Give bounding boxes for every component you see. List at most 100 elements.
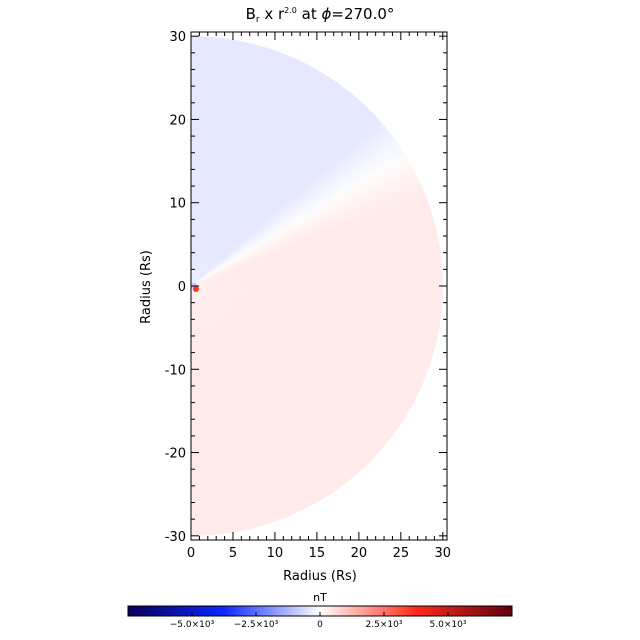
field-wedge bbox=[191, 286, 410, 415]
colorbar-title: nT bbox=[313, 591, 327, 604]
colorbar-tick-label: 2.5×10³ bbox=[366, 620, 403, 630]
field-wedge bbox=[191, 286, 318, 505]
field-wedge bbox=[191, 88, 350, 286]
x-tick-label: 5 bbox=[229, 546, 237, 561]
field-wedge bbox=[191, 286, 367, 469]
field-wedge bbox=[191, 43, 257, 286]
field-wedge bbox=[191, 76, 332, 286]
field-wedge bbox=[191, 38, 231, 287]
field-wedge bbox=[191, 286, 390, 444]
field-wedge bbox=[191, 286, 329, 498]
field-wedge bbox=[191, 286, 433, 364]
field-wedge bbox=[191, 286, 307, 511]
field-wedge bbox=[191, 152, 407, 286]
field-wedge bbox=[191, 73, 329, 286]
field-wedge bbox=[191, 286, 299, 515]
field-wedge bbox=[191, 286, 396, 437]
y-tick-label: -20 bbox=[165, 447, 186, 462]
field-wedge bbox=[191, 286, 393, 440]
colorbar-tick-label: −2.5×10³ bbox=[234, 620, 279, 630]
field-wedge bbox=[191, 94, 357, 286]
field-wedge bbox=[191, 286, 408, 419]
field-wedge bbox=[191, 286, 416, 404]
field-wedge bbox=[191, 52, 286, 287]
field-wedge bbox=[191, 286, 373, 463]
field-wedge bbox=[191, 134, 395, 286]
field-wedge bbox=[191, 45, 265, 286]
field-wedge bbox=[191, 286, 364, 472]
field-wedge bbox=[191, 286, 424, 388]
field-wedge bbox=[191, 69, 321, 286]
field-wedge bbox=[191, 286, 435, 355]
field-wedge bbox=[191, 286, 379, 457]
x-tick-label: 10 bbox=[267, 546, 284, 561]
field-wedge bbox=[191, 83, 343, 287]
field-wedge bbox=[191, 286, 322, 503]
y-axis-label: Radius (Rs) bbox=[139, 250, 154, 324]
field-wedge bbox=[191, 286, 337, 494]
x-tick-label: 30 bbox=[435, 546, 452, 561]
x-tick-label: 25 bbox=[393, 546, 410, 561]
field-wedge bbox=[191, 286, 406, 423]
field-wedge bbox=[191, 286, 376, 460]
field-wedge bbox=[191, 128, 390, 286]
field-wedge bbox=[191, 54, 290, 286]
field-wedge bbox=[191, 78, 336, 286]
y-tick-label: 0 bbox=[178, 280, 186, 295]
field-wedge bbox=[191, 164, 414, 286]
field-wedge bbox=[191, 286, 420, 396]
field-plot bbox=[191, 36, 443, 536]
field-wedge bbox=[191, 118, 382, 287]
field-wedge bbox=[191, 57, 298, 286]
field-wedge bbox=[191, 114, 379, 286]
y-tick-label: 20 bbox=[169, 113, 186, 128]
y-tick-label: 30 bbox=[169, 30, 186, 45]
field-wedge bbox=[191, 286, 388, 447]
y-tick-label: -30 bbox=[165, 530, 186, 545]
field-wedge bbox=[191, 286, 441, 326]
field-wedge bbox=[191, 286, 425, 384]
field-wedge bbox=[191, 286, 431, 368]
field-wedge bbox=[191, 286, 414, 408]
field-wedge bbox=[191, 50, 282, 287]
field-wedge bbox=[191, 286, 418, 400]
field-wedge bbox=[191, 171, 418, 286]
field-wedge bbox=[191, 286, 385, 450]
field-wedge bbox=[191, 91, 353, 286]
field-wedge bbox=[191, 131, 393, 286]
field-wedge bbox=[191, 286, 438, 343]
field-wedge bbox=[191, 179, 422, 286]
field-wedge bbox=[191, 286, 443, 308]
field-wedge bbox=[191, 286, 412, 411]
field-wedge bbox=[191, 286, 326, 501]
field-wedge bbox=[191, 36, 213, 287]
field-wedge bbox=[191, 286, 347, 486]
field-wedge bbox=[191, 286, 398, 433]
field-wedge bbox=[191, 286, 442, 313]
field-wedge bbox=[191, 55, 294, 286]
field-wedge bbox=[191, 37, 218, 286]
field-wedge bbox=[191, 36, 196, 286]
field-wedge bbox=[191, 37, 227, 286]
field-wedge bbox=[191, 286, 314, 507]
field-wedge bbox=[191, 156, 410, 286]
field-wedge bbox=[191, 286, 340, 491]
field-wedge bbox=[191, 160, 412, 286]
field-wedge bbox=[191, 48, 273, 287]
field-wedge bbox=[191, 39, 240, 287]
field-wedge bbox=[191, 124, 387, 287]
field-wedge bbox=[191, 63, 310, 286]
field-wedge bbox=[191, 99, 363, 286]
field-wedge bbox=[191, 67, 317, 286]
field-wedge bbox=[191, 36, 205, 286]
field-wedge bbox=[191, 61, 306, 286]
field-wedge bbox=[191, 111, 376, 286]
field-wedge bbox=[191, 59, 302, 287]
field-wedge bbox=[191, 36, 209, 287]
field-wedge bbox=[191, 286, 430, 372]
x-tick-label: 0 bbox=[187, 546, 195, 561]
y-tick-label: 10 bbox=[169, 197, 186, 212]
field-wedge bbox=[191, 36, 200, 286]
field-wedge bbox=[191, 286, 401, 430]
